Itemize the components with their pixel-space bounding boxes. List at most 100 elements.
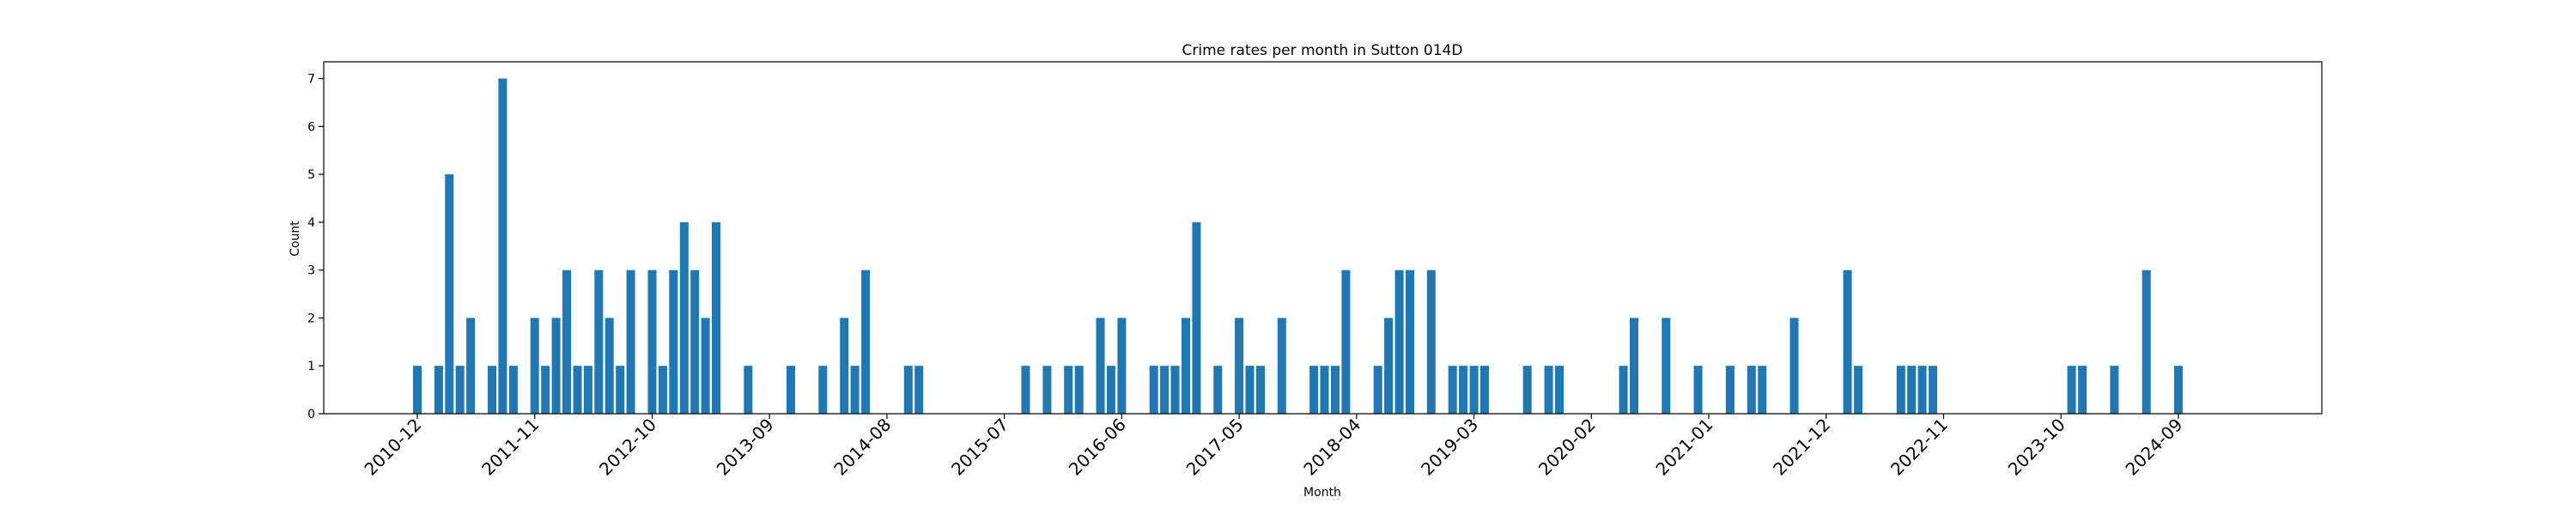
x-tick-label: 2010-12	[360, 415, 425, 480]
y-tick-label: 7	[307, 73, 315, 87]
chart-title: Crime rates per month in Sutton 014D	[1182, 42, 1463, 59]
y-tick-label: 0	[307, 408, 315, 421]
bar-2019-01	[1448, 366, 1457, 414]
bar-2016-02	[1074, 366, 1084, 414]
x-tick-label: 2014-08	[829, 415, 895, 480]
x-axis: 2010-12 2011-11 2012-10 2013-09 2014-08 2015-…	[360, 414, 2186, 480]
bar-2020-06	[1630, 318, 1638, 414]
bar-2022-03	[1854, 366, 1863, 414]
bar-2019-08	[1522, 366, 1532, 414]
bar-2018-01	[1320, 366, 1329, 414]
bar-2016-06	[1117, 318, 1127, 414]
bar-2016-05	[1106, 366, 1115, 414]
bar-2011-04	[455, 366, 465, 414]
bar-2014-04	[840, 318, 849, 414]
bar-2022-02	[1843, 270, 1852, 414]
bar-2018-09	[1406, 270, 1414, 414]
bar-2019-11	[1555, 366, 1564, 414]
bar-2012-11	[658, 366, 667, 414]
bar-2013-01	[679, 221, 689, 414]
bar-2018-11	[1426, 270, 1436, 414]
bar-2021-06	[1758, 366, 1767, 414]
y-tick-label: 2	[307, 312, 315, 325]
bar-2011-11	[530, 318, 539, 414]
bar-2013-03	[701, 318, 710, 414]
bar-2011-02	[434, 366, 443, 414]
x-tick-label: 2020-02	[1534, 415, 1600, 480]
x-tick-label: 2023-10	[2004, 415, 2069, 480]
bar-2020-12	[1693, 366, 1703, 414]
bar-2024-09	[2173, 366, 2183, 414]
bar-2017-01	[1192, 221, 1201, 414]
bar-2016-01	[1064, 366, 1073, 414]
bar-2021-09	[1789, 318, 1799, 414]
bar-2013-02	[690, 270, 700, 414]
bar-2019-03	[1469, 366, 1479, 414]
y-tick-label: 4	[307, 216, 315, 230]
bar-2014-02	[818, 366, 828, 414]
bar-2011-07	[488, 366, 496, 414]
bar-2022-09	[1917, 366, 1927, 414]
bar-2013-04	[712, 221, 720, 414]
x-tick-label: 2019-03	[1417, 415, 1482, 480]
bar-2024-06	[2142, 270, 2151, 414]
bar-2013-11	[787, 366, 795, 414]
x-axis-label: Month	[1303, 486, 1341, 500]
bar-2012-02	[562, 270, 571, 414]
x-tick-label: 2024-09	[2121, 415, 2186, 480]
bar-2021-05	[1747, 366, 1756, 414]
x-tick-label: 2017-05	[1182, 415, 1248, 480]
y-tick-label: 1	[307, 360, 315, 373]
bar-2017-07	[1256, 366, 1265, 414]
plot-frame	[323, 61, 2323, 415]
x-tick-label: 2021-12	[1769, 415, 1834, 480]
y-tick-label: 3	[307, 264, 315, 278]
bar-2011-03	[445, 174, 454, 414]
bar-2013-07	[744, 366, 753, 414]
bar-2012-05	[594, 270, 604, 414]
bar-2024-03	[2110, 366, 2119, 414]
bar-2017-12	[1309, 366, 1319, 414]
y-tick-label: 6	[307, 120, 315, 134]
bar-2022-07	[1896, 366, 1905, 414]
bar-2020-09	[1662, 318, 1671, 414]
x-tick-label: 2011-11	[477, 415, 543, 480]
bar-2012-10	[647, 270, 657, 414]
bar-2021-03	[1725, 366, 1735, 414]
bar-2016-10	[1160, 366, 1170, 414]
bar-2017-06	[1245, 366, 1255, 414]
y-tick-label: 5	[307, 168, 315, 182]
y-axis-label: Count	[289, 221, 302, 257]
x-tick-label: 2012-10	[595, 415, 660, 480]
bar-2012-08	[626, 270, 635, 414]
bars-group	[413, 78, 2183, 414]
bar-2011-09	[508, 366, 518, 414]
bar-2018-03	[1341, 270, 1351, 414]
x-tick-label: 2016-06	[1065, 415, 1130, 480]
bar-2014-05	[850, 366, 860, 414]
bar-2018-07	[1384, 318, 1394, 414]
bar-2023-12	[2078, 366, 2087, 414]
bar-2016-11	[1170, 366, 1180, 414]
bar-2022-08	[1907, 366, 1917, 414]
bar-2018-08	[1394, 270, 1404, 414]
bar-2022-10	[1929, 366, 1938, 414]
x-tick-label: 2021-01	[1651, 415, 1716, 480]
bar-2012-04	[583, 366, 592, 414]
bar-2011-08	[498, 78, 507, 414]
bar-2011-05	[466, 318, 476, 414]
bar-2017-09	[1277, 318, 1286, 414]
x-tick-label: 2018-04	[1299, 415, 1364, 480]
bar-2018-06	[1373, 366, 1382, 414]
bar-2012-06	[605, 318, 614, 414]
bar-2015-09	[1021, 366, 1030, 414]
bar-2011-12	[541, 366, 550, 414]
bar-2014-10	[903, 366, 913, 414]
bar-2017-05	[1235, 318, 1244, 414]
bar-2016-04	[1096, 318, 1105, 414]
bar-2019-02	[1459, 366, 1468, 414]
bar-2023-11	[2067, 366, 2076, 414]
bar-2010-12	[413, 366, 422, 414]
bar-2014-11	[914, 366, 924, 414]
